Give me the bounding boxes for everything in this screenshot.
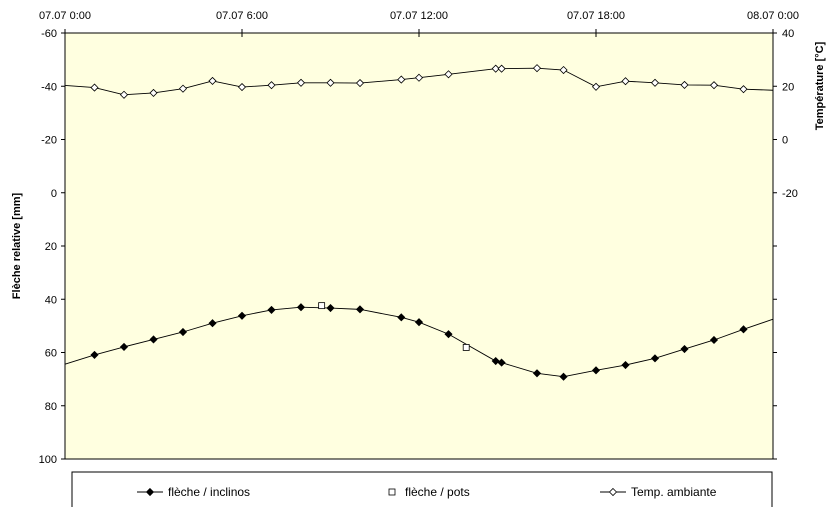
left-axis-title: Flèche relative [mm]: [11, 192, 23, 299]
data-point-temperature: [497, 64, 506, 73]
data-point-inclinos: [149, 335, 158, 344]
left-y-tick-label: 100: [39, 454, 57, 466]
data-point-temperature: [208, 76, 217, 85]
legend-label: Temp. ambiante: [631, 485, 717, 499]
right-y-tick-label: 40: [782, 28, 794, 40]
data-point-temperature: [414, 73, 424, 82]
data-point-temperature: [178, 84, 188, 93]
x-tick-label: 07.07 12:00: [390, 10, 448, 22]
data-point-temperature: [591, 82, 601, 91]
left-y-tick-label: -40: [41, 81, 57, 93]
legend-box: [71, 471, 773, 507]
data-point-inclinos: [90, 350, 99, 359]
x-tick-label: 08.07 0:00: [747, 10, 799, 22]
data-point-temperature: [739, 85, 748, 94]
data-point-temperature: [119, 90, 129, 99]
data-point-inclinos: [709, 335, 719, 345]
x-tick-label: 07.07 0:00: [39, 10, 91, 22]
series-temperature: [64, 64, 774, 99]
right-y-tick-label: -20: [782, 188, 798, 200]
data-point-inclinos: [621, 360, 630, 370]
data-point-inclinos: [591, 366, 601, 375]
data-point-temperature: [149, 88, 158, 97]
data-point-temperature: [397, 75, 406, 84]
left-y-tick-label: 60: [45, 348, 57, 360]
data-point-inclinos: [119, 342, 129, 351]
right-y-tick-label: 0: [782, 135, 788, 147]
data-point-inclinos: [237, 311, 247, 320]
x-tick-label: 07.07 6:00: [216, 10, 268, 22]
data-point-inclinos: [355, 305, 365, 314]
data-point-pots: [318, 302, 326, 310]
data-point-temperature: [680, 80, 689, 89]
data-point-temperature: [296, 78, 306, 87]
left-y-tick-label: -20: [41, 135, 57, 147]
legend-marker: [388, 488, 396, 496]
data-point-inclinos: [650, 354, 660, 363]
data-point-inclinos: [296, 303, 306, 312]
legend-label: flèche / inclinos: [168, 485, 250, 499]
legend-marker: [608, 487, 618, 497]
data-point-temperature: [267, 81, 276, 90]
plot-area: [64, 32, 774, 460]
data-point-inclinos: [414, 318, 424, 327]
data-point-temperature: [90, 83, 99, 92]
data-point-temperature: [355, 78, 365, 88]
data-point-inclinos: [491, 356, 500, 366]
data-point-inclinos: [208, 319, 217, 328]
series-pots: [318, 302, 470, 351]
legend-item: flèche / inclinos: [137, 485, 250, 499]
data-point-temperature: [444, 70, 453, 79]
data-point-inclinos: [739, 325, 748, 334]
data-point-temperature: [237, 82, 247, 92]
data-point-temperature: [559, 65, 568, 75]
left-y-tick-label: -60: [41, 28, 57, 40]
x-axis: 07.07 0:00 07.07 6:00 07.07 12:00 07.07 18:…: [39, 10, 799, 37]
data-point-inclinos: [397, 313, 406, 322]
data-point-inclinos: [444, 330, 453, 339]
left-y-axis: -60 -40 -20 0 20 40 60 80 100: [39, 28, 65, 466]
data-point-temperature: [709, 81, 719, 90]
data-point-inclinos: [267, 305, 276, 314]
left-y-tick-label: 40: [45, 294, 57, 306]
data-point-temperature: [621, 77, 630, 86]
legend-item: Temp. ambiante: [600, 485, 717, 499]
data-point-inclinos: [326, 303, 335, 313]
legend-label: flèche / pots: [405, 485, 470, 499]
left-y-tick-label: 20: [45, 241, 57, 253]
x-tick-label: 07.07 18:00: [567, 10, 625, 22]
right-y-axis: 40 20 0 -20: [773, 28, 798, 460]
data-point-temperature: [532, 64, 542, 73]
data-point-inclinos: [497, 358, 506, 367]
data-point-inclinos: [532, 369, 542, 378]
data-point-pots: [462, 344, 470, 351]
legend-item: flèche / pots: [388, 485, 470, 499]
legend: flèche / inclinos flèche / pots Temp. ambi…: [137, 485, 717, 499]
legend-marker: [145, 487, 155, 497]
data-point-temperature: [491, 64, 500, 73]
series-layer: [64, 64, 774, 381]
right-axis-title: Température [°C]: [814, 41, 826, 130]
data-point-inclinos: [680, 344, 689, 354]
data-point-temperature: [650, 78, 660, 87]
data-point-inclinos: [178, 327, 188, 337]
data-point-inclinos: [559, 372, 568, 381]
left-y-tick-label: 0: [51, 188, 57, 200]
series-inclinos: [64, 303, 774, 381]
data-point-temperature: [326, 78, 335, 87]
right-y-tick-label: 20: [782, 81, 794, 93]
left-y-tick-label: 80: [45, 401, 57, 413]
